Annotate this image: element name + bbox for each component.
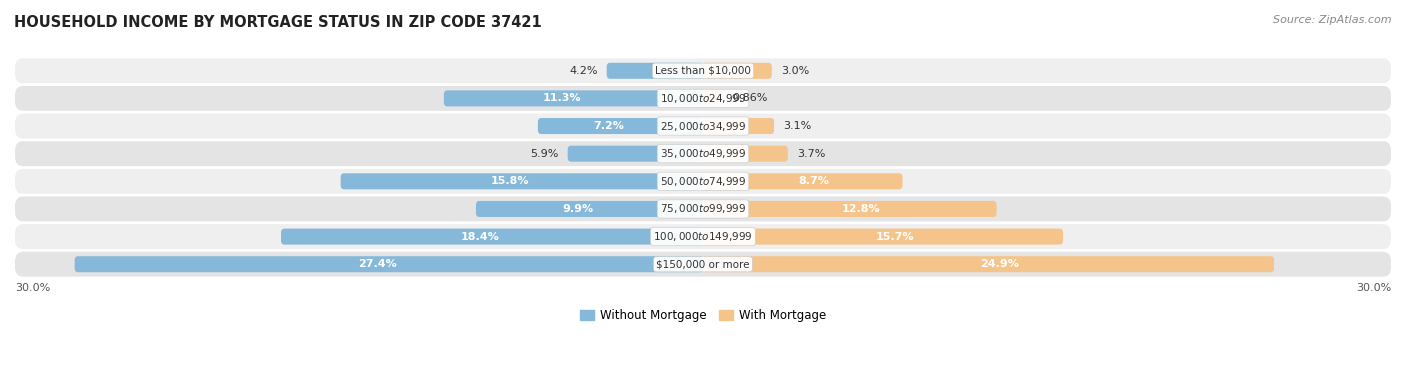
FancyBboxPatch shape — [340, 173, 703, 189]
Text: $150,000 or more: $150,000 or more — [657, 259, 749, 269]
Text: $75,000 to $99,999: $75,000 to $99,999 — [659, 203, 747, 215]
Text: 3.7%: 3.7% — [797, 149, 825, 159]
Text: Source: ZipAtlas.com: Source: ZipAtlas.com — [1274, 15, 1392, 25]
FancyBboxPatch shape — [703, 118, 775, 134]
FancyBboxPatch shape — [15, 197, 1391, 222]
FancyBboxPatch shape — [15, 86, 1391, 111]
Text: HOUSEHOLD INCOME BY MORTGAGE STATUS IN ZIP CODE 37421: HOUSEHOLD INCOME BY MORTGAGE STATUS IN Z… — [14, 15, 541, 30]
FancyBboxPatch shape — [703, 90, 723, 107]
Text: 0.86%: 0.86% — [733, 93, 768, 104]
FancyBboxPatch shape — [15, 58, 1391, 83]
Text: 24.9%: 24.9% — [980, 259, 1019, 269]
FancyBboxPatch shape — [444, 90, 703, 107]
FancyBboxPatch shape — [703, 146, 787, 162]
FancyBboxPatch shape — [703, 173, 903, 189]
Text: $50,000 to $74,999: $50,000 to $74,999 — [659, 175, 747, 188]
Text: $25,000 to $34,999: $25,000 to $34,999 — [659, 119, 747, 133]
FancyBboxPatch shape — [15, 252, 1391, 277]
FancyBboxPatch shape — [606, 63, 703, 79]
Text: 12.8%: 12.8% — [842, 204, 880, 214]
Text: 15.7%: 15.7% — [876, 232, 914, 242]
Text: 15.8%: 15.8% — [491, 176, 530, 186]
FancyBboxPatch shape — [703, 256, 1274, 272]
Legend: Without Mortgage, With Mortgage: Without Mortgage, With Mortgage — [575, 304, 831, 327]
FancyBboxPatch shape — [703, 229, 1063, 245]
FancyBboxPatch shape — [15, 224, 1391, 249]
Text: 3.0%: 3.0% — [780, 66, 810, 76]
FancyBboxPatch shape — [477, 201, 703, 217]
Text: $35,000 to $49,999: $35,000 to $49,999 — [659, 147, 747, 160]
Text: $10,000 to $24,999: $10,000 to $24,999 — [659, 92, 747, 105]
Text: 7.2%: 7.2% — [593, 121, 624, 131]
Text: 5.9%: 5.9% — [530, 149, 558, 159]
Text: 30.0%: 30.0% — [1355, 283, 1391, 293]
FancyBboxPatch shape — [75, 256, 703, 272]
Text: 18.4%: 18.4% — [461, 232, 501, 242]
Text: 3.1%: 3.1% — [783, 121, 811, 131]
Text: 11.3%: 11.3% — [543, 93, 581, 104]
Text: Less than $10,000: Less than $10,000 — [655, 66, 751, 76]
Text: 27.4%: 27.4% — [359, 259, 396, 269]
FancyBboxPatch shape — [703, 63, 772, 79]
FancyBboxPatch shape — [568, 146, 703, 162]
Text: 4.2%: 4.2% — [569, 66, 598, 76]
FancyBboxPatch shape — [281, 229, 703, 245]
FancyBboxPatch shape — [703, 201, 997, 217]
Text: $100,000 to $149,999: $100,000 to $149,999 — [654, 230, 752, 243]
FancyBboxPatch shape — [538, 118, 703, 134]
Text: 8.7%: 8.7% — [799, 176, 830, 186]
FancyBboxPatch shape — [15, 169, 1391, 194]
FancyBboxPatch shape — [15, 114, 1391, 138]
Text: 9.9%: 9.9% — [562, 204, 593, 214]
Text: 30.0%: 30.0% — [15, 283, 51, 293]
FancyBboxPatch shape — [15, 141, 1391, 166]
